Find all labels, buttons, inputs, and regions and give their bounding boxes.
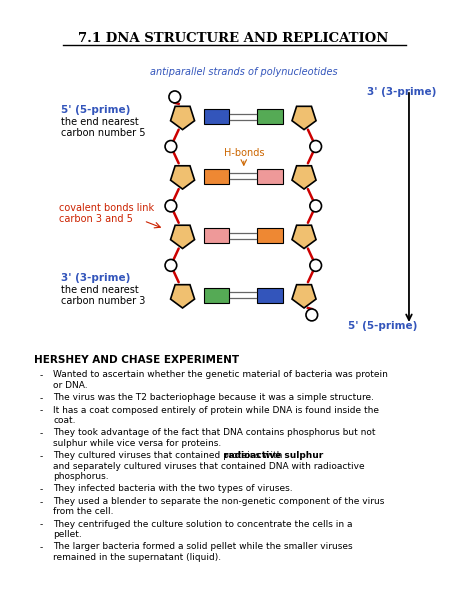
Polygon shape	[171, 166, 194, 189]
Text: from the cell.: from the cell.	[53, 507, 114, 516]
Text: They cultured viruses that contained proteins with: They cultured viruses that contained pro…	[53, 451, 285, 460]
Text: sulphur while vice versa for proteins.: sulphur while vice versa for proteins.	[53, 439, 221, 447]
Polygon shape	[171, 225, 194, 248]
Text: remained in the supernatant (liquid).: remained in the supernatant (liquid).	[53, 553, 221, 562]
Text: -: -	[40, 406, 43, 416]
Polygon shape	[292, 106, 316, 129]
Text: The virus was the T2 bacteriophage because it was a simple structure.: The virus was the T2 bacteriophage becau…	[53, 393, 374, 402]
Text: HERSHEY AND CHASE EXPERIMENT: HERSHEY AND CHASE EXPERIMENT	[34, 354, 239, 365]
Text: and separately cultured viruses that contained DNA with radioactive: and separately cultured viruses that con…	[53, 462, 365, 471]
Polygon shape	[171, 284, 194, 308]
Text: Wanted to ascertain whether the genetic material of bacteria was protein: Wanted to ascertain whether the genetic …	[53, 370, 388, 379]
Text: carbon 3 and 5: carbon 3 and 5	[59, 214, 133, 224]
Bar	[204, 169, 229, 184]
Text: phosphorus.: phosphorus.	[53, 472, 109, 481]
Bar	[204, 228, 229, 243]
Bar	[257, 228, 283, 243]
Polygon shape	[171, 106, 194, 129]
Text: covalent bonds link: covalent bonds link	[59, 203, 154, 213]
Text: They used a blender to separate the non-genetic component of the virus: They used a blender to separate the non-…	[53, 497, 385, 506]
Text: 5' (5-prime): 5' (5-prime)	[61, 105, 130, 115]
Text: -: -	[40, 429, 43, 438]
Bar	[257, 287, 283, 303]
Text: the end nearest: the end nearest	[61, 285, 139, 295]
Bar	[257, 109, 283, 124]
Text: 3' (3-prime): 3' (3-prime)	[367, 87, 437, 97]
Text: -: -	[40, 543, 43, 552]
Bar	[204, 287, 229, 303]
Circle shape	[310, 259, 321, 272]
Text: the end nearest: the end nearest	[61, 116, 139, 127]
Circle shape	[169, 91, 181, 103]
Bar	[257, 169, 283, 184]
Text: coat.: coat.	[53, 416, 76, 425]
Text: They centrifuged the culture solution to concentrate the cells in a: They centrifuged the culture solution to…	[53, 520, 353, 528]
Circle shape	[306, 309, 318, 321]
Text: -: -	[40, 452, 43, 461]
Text: They infected bacteria with the two types of viruses.: They infected bacteria with the two type…	[53, 484, 293, 493]
Text: It has a coat composed entirely of protein while DNA is found inside the: It has a coat composed entirely of prote…	[53, 406, 379, 414]
Text: 3' (3-prime): 3' (3-prime)	[61, 273, 130, 283]
Circle shape	[310, 200, 321, 212]
Text: carbon number 5: carbon number 5	[61, 128, 146, 137]
Text: -: -	[40, 394, 43, 403]
Text: H-bonds: H-bonds	[224, 148, 264, 158]
Text: pellet.: pellet.	[53, 530, 82, 539]
Text: -: -	[40, 498, 43, 507]
Polygon shape	[292, 284, 316, 308]
Bar	[204, 109, 229, 124]
Circle shape	[165, 259, 177, 272]
Text: carbon number 3: carbon number 3	[61, 296, 146, 306]
Text: antiparallel strands of polynucleotides: antiparallel strands of polynucleotides	[150, 67, 337, 77]
Text: -: -	[40, 520, 43, 530]
Text: or DNA.: or DNA.	[53, 381, 88, 390]
Text: The larger bacteria formed a solid pellet while the smaller viruses: The larger bacteria formed a solid pelle…	[53, 543, 353, 551]
Circle shape	[310, 140, 321, 153]
Polygon shape	[292, 225, 316, 248]
Polygon shape	[292, 166, 316, 189]
Circle shape	[165, 140, 177, 153]
Text: They took advantage of the fact that DNA contains phosphorus but not: They took advantage of the fact that DNA…	[53, 428, 376, 438]
Text: -: -	[40, 371, 43, 381]
Text: 7.1 DNA STRUCTURE AND REPLICATION: 7.1 DNA STRUCTURE AND REPLICATION	[78, 32, 388, 45]
Text: radioactive sulphur: radioactive sulphur	[224, 451, 324, 460]
Text: -: -	[40, 485, 43, 494]
Text: 5' (5-prime): 5' (5-prime)	[348, 321, 417, 331]
Circle shape	[165, 200, 177, 212]
